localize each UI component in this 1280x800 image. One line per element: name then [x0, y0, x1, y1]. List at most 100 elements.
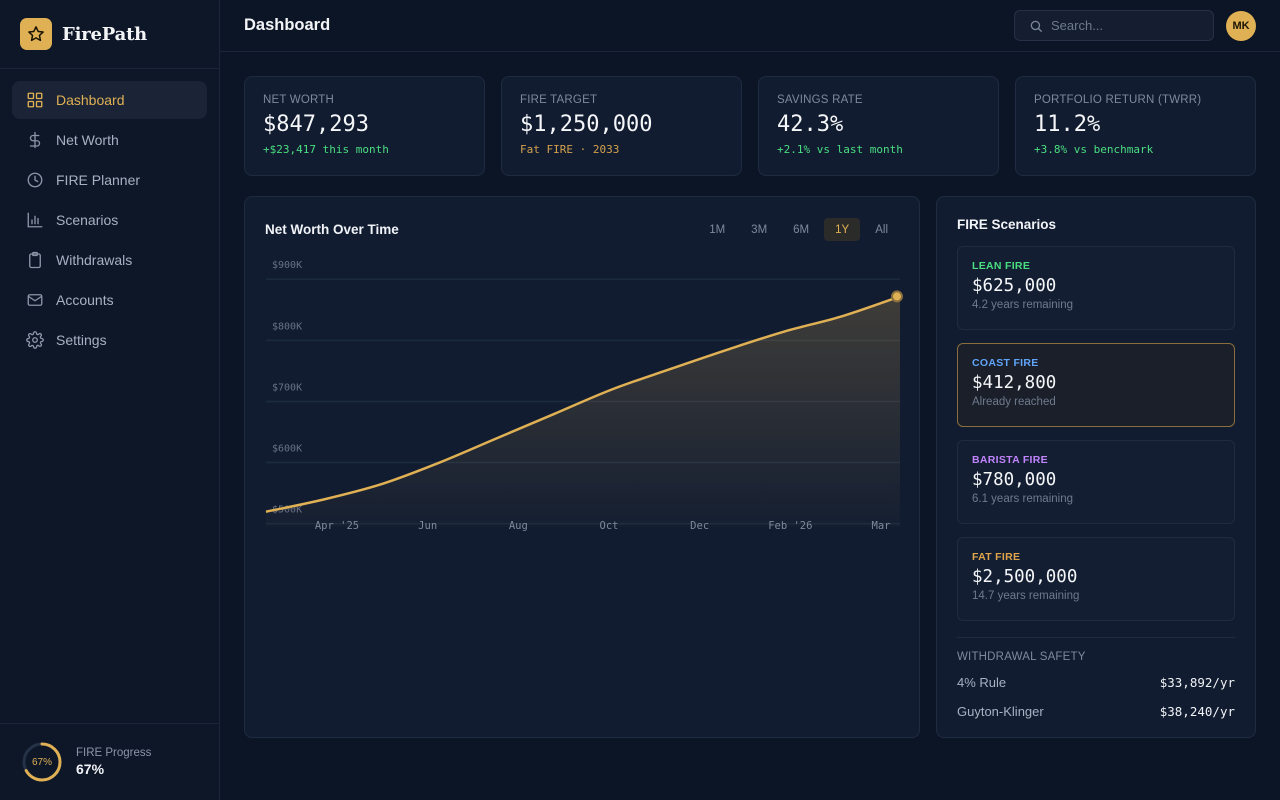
- range-1y[interactable]: 1Y: [824, 218, 861, 241]
- stat-card-savings-rate: SAVINGS RATE 42.3% +2.1% vs last month: [758, 76, 999, 176]
- progress-ring: 67%: [22, 742, 62, 782]
- range-3m[interactable]: 3M: [751, 223, 768, 236]
- withdrawal-value: $38,240/yr: [1159, 704, 1235, 719]
- sidebar-item-label: Net Worth: [56, 132, 119, 148]
- y-tick-label: $700K: [272, 382, 302, 393]
- x-tick-label: Apr '25: [315, 520, 359, 532]
- scenario-sub: Already reached: [972, 396, 1056, 408]
- search-box[interactable]: [1014, 10, 1214, 41]
- stat-label: NET WORTH: [263, 94, 335, 106]
- top-bar: Dashboard MK: [220, 0, 1280, 52]
- mail-icon: [27, 294, 43, 306]
- x-tick-label: Aug: [509, 520, 528, 532]
- progress-title: FIRE Progress: [76, 747, 152, 759]
- progress-ring-label: 67%: [31, 756, 52, 768]
- grid-icon: [27, 92, 43, 108]
- stat-label: PORTFOLIO RETURN (TWRR): [1034, 94, 1202, 106]
- fire-progress: 67% FIRE Progress 67%: [0, 723, 219, 800]
- scenario-amount: $412,800: [972, 373, 1057, 393]
- scenario-amount: $780,000: [972, 470, 1057, 490]
- sidebar-item-net-worth[interactable]: Net Worth: [12, 121, 207, 159]
- sidebar-item-fire-planner[interactable]: FIRE Planner: [12, 161, 207, 199]
- stat-sub: +3.8% vs benchmark: [1034, 143, 1154, 156]
- sidebar-item-scenarios[interactable]: Scenarios: [12, 201, 207, 239]
- stat-card-portfolio-return: PORTFOLIO RETURN (TWRR) 11.2% +3.8% vs b…: [1015, 76, 1256, 176]
- stat-value: 11.2%: [1034, 112, 1101, 137]
- search-icon: [1030, 20, 1042, 32]
- x-tick-label: Jun: [418, 520, 437, 532]
- stat-sub: +2.1% vs last month: [777, 143, 903, 156]
- stat-sub: +$23,417 this month: [263, 143, 389, 156]
- x-tick-label: Mar: [872, 520, 891, 532]
- time-range-selector: 1M 3M 6M 1Y All: [698, 218, 899, 241]
- stat-sub: Fat FIRE · 2033: [520, 143, 620, 156]
- scenario-card-fat-fire[interactable]: FAT FIRE $2,500,000 14.7 years remaining: [957, 537, 1235, 621]
- sidebar-item-label: Accounts: [56, 292, 114, 308]
- x-tick-label: Oct: [600, 520, 619, 532]
- chart-title: Net Worth Over Time: [265, 222, 399, 237]
- stat-card-net-worth: NET WORTH $847,293 +$23,417 this month: [244, 76, 485, 176]
- gear-icon: [26, 331, 44, 349]
- progress-value: 67%: [76, 761, 105, 777]
- scenario-amount: $2,500,000: [972, 567, 1078, 587]
- range-all[interactable]: All: [875, 223, 888, 236]
- withdrawal-row: Guyton-Klinger $38,240/yr: [957, 704, 1235, 719]
- withdrawal-safety-title: WITHDRAWAL SAFETY: [957, 651, 1086, 663]
- search-input[interactable]: [1051, 18, 1201, 33]
- y-tick-label: $900K: [272, 260, 302, 271]
- avatar[interactable]: MK: [1226, 11, 1256, 41]
- net-worth-chart: $900K$800K$700K$600K$500KApr '25JunAugOc…: [265, 260, 903, 532]
- x-tick-label: Feb '26: [768, 520, 812, 532]
- clock-icon: [27, 172, 43, 188]
- dollar-icon: [29, 131, 41, 149]
- sidebar: FirePath Dashboard Net Worth FIRE Planne…: [0, 0, 220, 800]
- withdrawal-name: 4% Rule: [957, 675, 1007, 690]
- stat-label: FIRE TARGET: [520, 94, 598, 106]
- page-title: Dashboard: [244, 16, 331, 34]
- sidebar-nav: Dashboard Net Worth FIRE Planner Scenari…: [0, 69, 219, 373]
- sidebar-item-dashboard[interactable]: Dashboard: [12, 81, 207, 119]
- net-worth-chart-panel: $900K$800K$700K$600K$500KApr '25JunAugOc…: [244, 196, 920, 738]
- withdrawal-value: $33,892/yr: [1159, 675, 1235, 690]
- scenario-card-coast-fire[interactable]: COAST FIRE $412,800 Already reached: [957, 343, 1235, 427]
- scenario-label: FAT FIRE: [972, 551, 1021, 563]
- sidebar-item-label: Settings: [56, 332, 107, 348]
- range-6m[interactable]: 6M: [793, 223, 810, 236]
- star-icon[interactable]: [20, 18, 52, 50]
- sidebar-item-label: Dashboard: [56, 92, 125, 108]
- stat-value: $1,250,000: [520, 112, 653, 137]
- scenario-card-barista-fire[interactable]: BARISTA FIRE $780,000 6.1 years remainin…: [957, 440, 1235, 524]
- sidebar-item-label: Scenarios: [56, 212, 119, 228]
- brand: FirePath: [0, 0, 219, 69]
- scenario-amount: $625,000: [972, 276, 1057, 296]
- sidebar-item-settings[interactable]: Settings: [12, 321, 207, 359]
- scenario-sub: 4.2 years remaining: [972, 299, 1073, 311]
- sidebar-item-withdrawals[interactable]: Withdrawals: [12, 241, 207, 279]
- stat-label: SAVINGS RATE: [777, 94, 863, 106]
- scenario-label: COAST FIRE: [972, 357, 1039, 369]
- data-point[interactable]: [891, 290, 903, 303]
- scenario-label: BARISTA FIRE: [972, 454, 1048, 466]
- net-worth-area: [266, 296, 900, 527]
- sidebar-item-accounts[interactable]: Accounts: [12, 281, 207, 319]
- withdrawal-name: Guyton-Klinger: [957, 704, 1044, 719]
- y-tick-label: $800K: [272, 321, 302, 332]
- scenario-label: LEAN FIRE: [972, 260, 1031, 272]
- range-1m[interactable]: 1M: [709, 223, 726, 236]
- sidebar-item-label: FIRE Planner: [56, 172, 141, 188]
- scenario-sub: 6.1 years remaining: [972, 493, 1073, 505]
- fire-scenarios-panel: FIRE Scenarios LEAN FIRE $625,000 4.2 ye…: [936, 196, 1256, 738]
- divider: [957, 637, 1235, 638]
- clipboard-icon: [29, 251, 41, 269]
- x-tick-label: Dec: [690, 520, 709, 532]
- scenario-sub: 14.7 years remaining: [972, 590, 1080, 602]
- stat-card-fire-target: FIRE TARGET $1,250,000 Fat FIRE · 2033: [501, 76, 742, 176]
- withdrawal-row: 4% Rule $33,892/yr: [957, 675, 1235, 690]
- scenarios-title: FIRE Scenarios: [957, 217, 1057, 232]
- bar-chart-icon: [27, 212, 43, 228]
- brand-name: FirePath: [62, 23, 148, 45]
- stat-value: 42.3%: [777, 112, 844, 137]
- sidebar-item-label: Withdrawals: [56, 252, 133, 268]
- scenario-card-lean-fire[interactable]: LEAN FIRE $625,000 4.2 years remaining: [957, 246, 1235, 330]
- stat-value: $847,293: [263, 112, 369, 137]
